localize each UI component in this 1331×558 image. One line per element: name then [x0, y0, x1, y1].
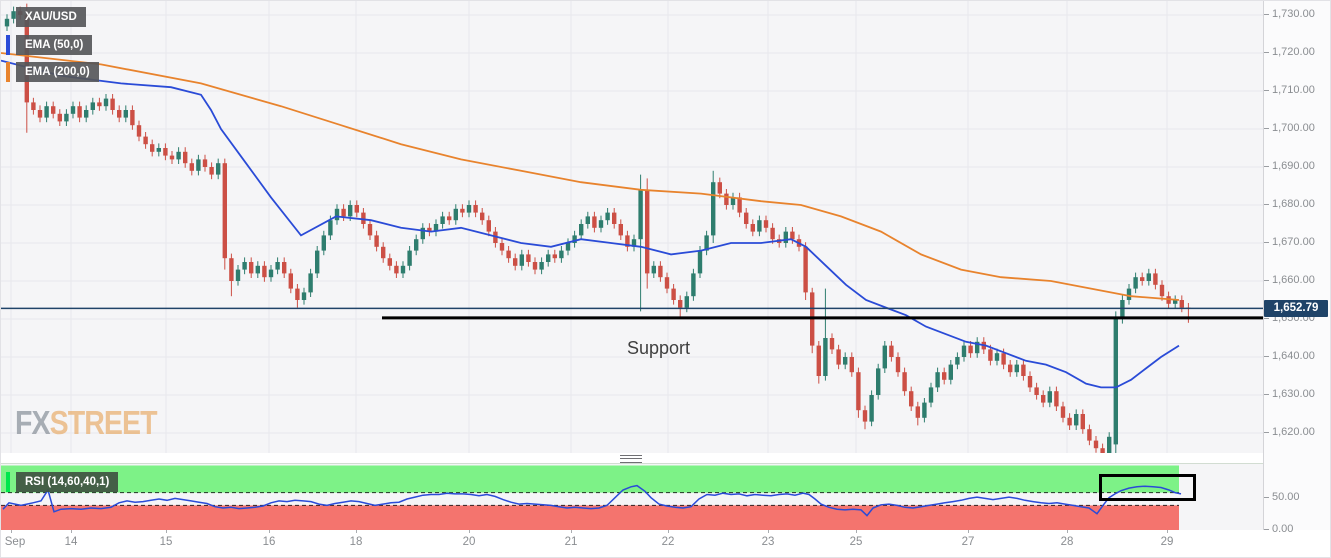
time-tick-mark	[71, 530, 72, 533]
price-tick-label: 1,670.00	[1264, 236, 1330, 250]
time-tick-label: 18	[349, 536, 363, 548]
time-tick-label: 16	[262, 536, 276, 548]
time-tick-label: 27	[961, 536, 975, 548]
price-tick-label: 1,660.00	[1264, 274, 1330, 288]
price-tick-label: 1,720.00	[1264, 46, 1330, 60]
time-tick-mark	[11, 530, 12, 533]
time-tick-mark	[356, 530, 357, 533]
ema50-color-chip	[6, 35, 10, 55]
time-tick-mark	[668, 530, 669, 533]
support-annotation-label: Support	[627, 338, 691, 358]
time-tick-mark	[1067, 530, 1068, 533]
symbol-legend[interactable]: XAU/USD	[16, 7, 86, 27]
time-tick-mark	[269, 530, 270, 533]
time-tick-label: 28	[1060, 536, 1074, 548]
rsi-color-chip	[6, 472, 10, 492]
panel-divider[interactable]	[1, 453, 1263, 463]
price-chart-panel[interactable]: XAU/USD EMA (50,0) EMA (200,0) FXSTREET …	[1, 1, 1263, 454]
time-tick-label: Sep	[4, 536, 26, 548]
time-tick-mark	[469, 530, 470, 533]
time-tick-mark	[856, 530, 857, 533]
time-tick-label: 15	[159, 536, 173, 548]
time-tick-label: 20	[462, 536, 476, 548]
ema200-legend[interactable]: EMA (200,0)	[16, 62, 99, 82]
ema200-line	[1, 52, 1180, 301]
time-tick-mark	[968, 530, 969, 533]
rsi-line	[2, 484, 1182, 517]
rsi-indicator-panel[interactable]: RSI (14,60,40,1)	[1, 463, 1263, 532]
time-tick-mark	[768, 530, 769, 533]
price-tick-label: 1,640.00	[1264, 350, 1330, 364]
rsi-overbought-band	[1, 465, 1179, 493]
price-tick-label: 1,620.00	[1264, 426, 1330, 440]
time-tick-label: 29	[1160, 536, 1174, 548]
time-tick-label: 25	[849, 536, 863, 548]
divider-grip-icon[interactable]	[620, 455, 642, 463]
time-tick-mark	[1167, 530, 1168, 533]
rsi-highlight-box	[1099, 474, 1196, 501]
rsi-oversold-band	[1, 505, 1179, 531]
ema200-color-chip	[6, 62, 10, 82]
time-tick-label: 23	[761, 536, 775, 548]
rsi-legend[interactable]: RSI (14,60,40,1)	[16, 472, 119, 492]
time-axis[interactable]: Sep 14 15 16 18 20 21 22 23 25 27 28 29	[1, 530, 1263, 557]
time-tick-label: 14	[64, 536, 78, 548]
candlesticks	[4, 3, 1191, 453]
price-tick-label: 1,690.00	[1264, 160, 1330, 174]
watermark-fx: FX	[15, 404, 51, 442]
price-tick-label: 1,680.00	[1264, 198, 1330, 212]
time-tick-label: 21	[564, 536, 578, 548]
time-tick-mark	[571, 530, 572, 533]
rsi-tick-label: 0.00	[1264, 523, 1330, 537]
ema50-legend[interactable]: EMA (50,0)	[16, 35, 93, 55]
fxstreet-watermark: FXSTREET	[15, 404, 158, 443]
price-tick-label: 1,730.00	[1264, 8, 1330, 22]
time-tick-mark	[166, 530, 167, 533]
rsi-tick-label: 50.00	[1264, 491, 1330, 505]
main-chart-canvas[interactable]	[1, 1, 1263, 453]
price-axis[interactable]: 1,730.00 1,720.00 1,710.00 1,700.00 1,690.00…	[1263, 1, 1330, 535]
time-tick-label: 22	[661, 536, 675, 548]
last-price-tag: 1,652.79	[1264, 299, 1328, 317]
gridlines	[1, 1, 1263, 453]
watermark-street: STREET	[49, 404, 158, 442]
rsi-canvas[interactable]	[1, 464, 1263, 531]
ema50-line	[1, 59, 1180, 389]
price-tick-label: 1,700.00	[1264, 122, 1330, 136]
price-tick-label: 1,630.00	[1264, 388, 1330, 402]
price-tick-label: 1,710.00	[1264, 84, 1330, 98]
